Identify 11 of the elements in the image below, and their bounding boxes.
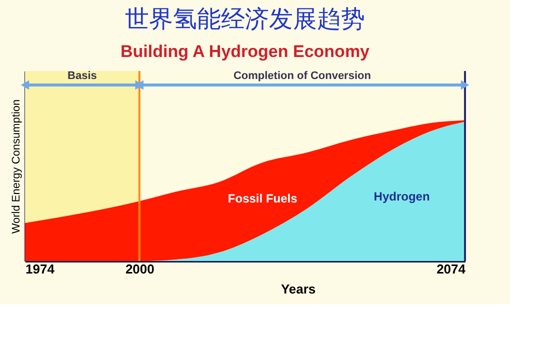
x-axis-title: Years <box>280 282 316 296</box>
x-tick-label: 1974 <box>26 262 56 276</box>
x-tick-label: 2000 <box>125 262 154 276</box>
band-label: Basis <box>68 70 97 82</box>
x-tick-label: 2074 <box>436 262 466 276</box>
band-label: Completion of Conversion <box>233 70 372 82</box>
series-label: Fossil Fuels <box>228 191 298 206</box>
series-label: Hydrogen <box>374 189 430 204</box>
y-axis-title: World Energy Consumption <box>10 99 22 234</box>
chart-subtitle: Building A Hydrogen Economy <box>120 42 370 61</box>
chart-title: 世界氢能经济发展趋势 <box>125 6 365 33</box>
